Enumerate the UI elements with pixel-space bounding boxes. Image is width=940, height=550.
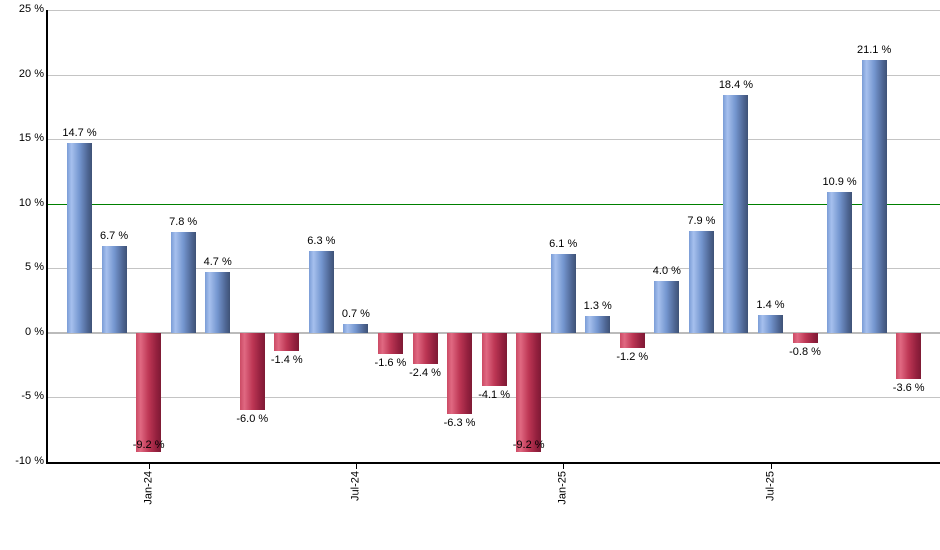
bar-value-label: -9.2 % — [512, 438, 545, 451]
bar-value-label: 7.9 % — [687, 214, 716, 227]
bar-value-label: 21.1 % — [857, 44, 892, 57]
y-axis-tick-label: 15 % — [18, 132, 44, 145]
bar-negative — [516, 332, 542, 452]
bar-positive — [67, 143, 92, 333]
bar-value-label: -6.0 % — [236, 413, 269, 426]
x-axis-tick — [148, 462, 150, 469]
x-axis-tick — [770, 462, 772, 469]
bar-negative — [377, 332, 403, 354]
y-axis-tick-label: 10 % — [18, 196, 44, 209]
bar-positive — [688, 230, 714, 333]
bar-positive — [585, 316, 611, 333]
bar-positive — [827, 192, 853, 333]
bar-value-label: 14.7 % — [62, 127, 97, 140]
bar-value-label: 1.4 % — [756, 298, 785, 311]
bar-value-label: -9.2 % — [132, 438, 165, 451]
bar-negative — [792, 332, 818, 344]
bar-negative — [619, 332, 645, 349]
x-axis-line — [46, 462, 940, 464]
bar-negative — [136, 332, 162, 452]
x-axis-tick — [563, 462, 565, 469]
gridline — [48, 397, 940, 399]
bar-value-label: 4.7 % — [203, 256, 232, 269]
bar-value-label: 6.7 % — [99, 230, 129, 243]
x-axis-tick-label: Jan-25 — [556, 471, 569, 505]
bar-negative — [481, 332, 507, 386]
bar-value-label: -2.4 % — [409, 366, 441, 379]
reference-line — [48, 203, 940, 205]
gridline — [48, 268, 940, 270]
y-axis-tick-label: -5 % — [21, 390, 44, 403]
bar-value-label: -1.4 % — [270, 353, 303, 366]
bar-negative — [412, 332, 438, 364]
bar-positive — [343, 323, 369, 333]
bar-positive — [861, 60, 887, 333]
y-axis-tick-label: 5 % — [25, 261, 44, 274]
bar-value-label: -6.3 % — [443, 417, 476, 430]
bar-positive — [205, 272, 231, 333]
x-axis-tick-label: Jul-24 — [349, 471, 362, 501]
bar-positive — [101, 246, 127, 333]
bar-negative — [896, 332, 922, 380]
y-axis-tick-label: 0 % — [25, 325, 44, 338]
gridline — [48, 74, 940, 76]
x-axis-tick-label: Jul-25 — [764, 471, 776, 501]
bar-positive — [758, 314, 783, 333]
bar-value-label: 18.4 % — [718, 79, 754, 92]
y-axis-tick-label: -10 % — [15, 455, 44, 467]
gridline — [48, 139, 940, 141]
bar-value-label: 4.0 % — [652, 265, 681, 278]
bar-value-label: -4.1 % — [478, 388, 510, 401]
bar-value-label: -1.6 % — [374, 356, 407, 369]
y-axis-spine — [46, 10, 48, 464]
y-axis-tick-label: 20 % — [18, 67, 44, 80]
bar-value-label: 1.3 % — [583, 300, 612, 313]
bar-positive — [308, 251, 334, 333]
bar-positive — [723, 95, 749, 333]
y-axis-tick-label: 25 % — [18, 3, 44, 15]
gridline — [48, 10, 940, 11]
bar-value-label: 0.7 % — [341, 307, 370, 320]
bar-value-label: -0.8 % — [789, 346, 821, 359]
bar-value-label: -1.2 % — [616, 351, 649, 364]
bar-positive — [170, 232, 196, 333]
bar-positive — [550, 254, 576, 333]
bar-value-label: 7.8 % — [169, 216, 198, 229]
bar-value-label: -3.6 % — [892, 382, 925, 395]
x-axis-tick — [355, 462, 357, 469]
x-axis-tick-label: Jan-24 — [142, 471, 155, 505]
bar-value-label: 6.3 % — [307, 235, 336, 248]
bar-negative — [239, 332, 265, 411]
bar-value-label: 6.1 % — [549, 238, 578, 251]
bar-positive — [654, 281, 680, 333]
bar-value-label: 10.9 % — [822, 176, 857, 189]
bar-negative — [274, 332, 300, 351]
bar-negative — [447, 332, 473, 415]
